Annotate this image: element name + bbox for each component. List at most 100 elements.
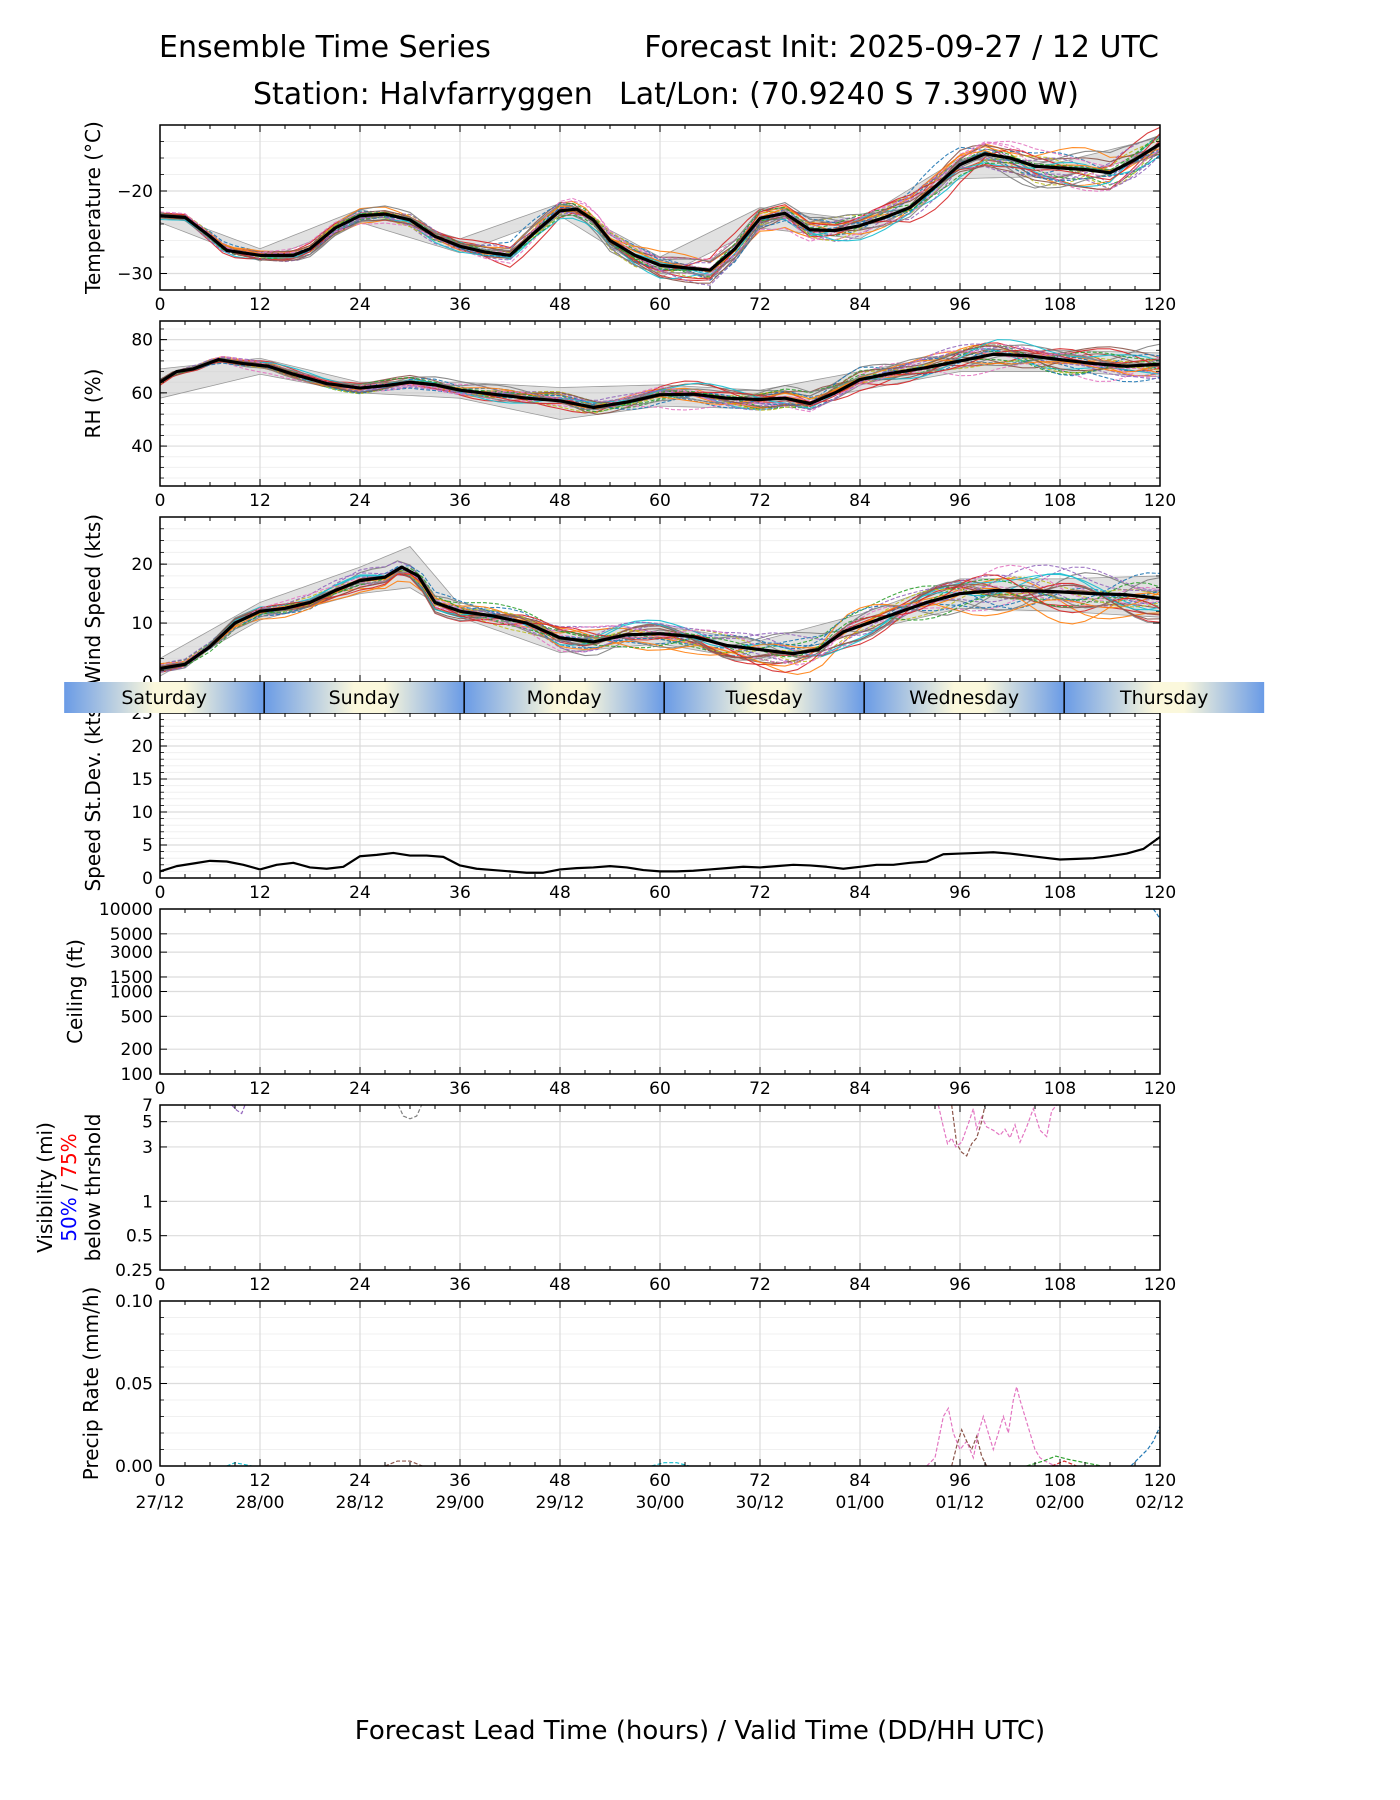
series-group [160, 339, 1160, 420]
member-line [160, 144, 1160, 284]
x-tick-label: 96 [949, 295, 971, 315]
y-axis-label: Wind Speed (kts) [81, 514, 105, 685]
series-group [1152, 909, 1160, 920]
day-cell [64, 682, 265, 713]
member-line [1051, 1460, 1077, 1466]
y-tick-label: 80 [131, 331, 153, 351]
y-tick-label: 10 [131, 614, 153, 634]
member-line [384, 1460, 423, 1466]
series-group [160, 126, 1160, 286]
x-tick-label: 48 [549, 883, 571, 903]
legend-item: / [57, 1178, 81, 1197]
x-tick-label: 60 [649, 1471, 671, 1491]
y-tick-label: 10000 [99, 900, 153, 920]
member-line [1026, 1455, 1102, 1466]
x-tick-label: 72 [749, 1471, 771, 1491]
day-cell [464, 682, 665, 713]
x-tick-label: 01/12 [936, 1493, 985, 1513]
x-tick-label: 12 [249, 1275, 271, 1295]
y-tick-label: 7 [142, 1096, 153, 1116]
y-axis-label: Temperature (°C) [81, 121, 105, 295]
y-tick-label: 500 [121, 1007, 153, 1027]
x-tick-label: 60 [649, 491, 671, 511]
x-tick-label: 29/12 [536, 1493, 585, 1513]
x-tick-label: 27/12 [136, 1493, 185, 1513]
member-line [160, 571, 1160, 672]
y-tick-label: 0.10 [115, 1292, 153, 1312]
day-cell [264, 682, 465, 713]
ensemble-spread [160, 349, 1160, 420]
x-tick-label: 96 [949, 491, 971, 511]
y-tick-label: 5 [142, 836, 153, 856]
member-line [1152, 909, 1160, 920]
x-tick-label: 30/00 [636, 1493, 685, 1513]
y-axis-label-extra: below thrshold [81, 1114, 105, 1262]
chart-title: Ensemble Time Series [159, 30, 491, 65]
member-line [160, 148, 1160, 286]
member-line [160, 140, 1160, 264]
member-line [160, 569, 1160, 665]
x-tick-label: 96 [949, 1471, 971, 1491]
member-line [160, 560, 1160, 673]
member-line [397, 1105, 423, 1120]
y-tick-label: 5000 [110, 925, 153, 945]
legend-item: 75% [57, 1133, 81, 1177]
x-tick-label: 01/00 [836, 1493, 885, 1513]
day-label: Saturday [121, 687, 207, 709]
x-tick-label: 120 [1144, 491, 1176, 511]
x-tick-label: 02/00 [1036, 1493, 1085, 1513]
x-tick-label: 72 [749, 295, 771, 315]
panel-wind: 20100Wind Speed (kts) [81, 514, 1161, 693]
x-tick-label: 0 [155, 1079, 166, 1099]
y-tick-label: −30 [117, 265, 153, 285]
x-tick-label: 84 [849, 295, 871, 315]
member-line [231, 1105, 246, 1115]
y-tick-label: 5 [142, 1113, 153, 1133]
member-line [160, 349, 1160, 410]
y-tick-label: −20 [117, 182, 153, 202]
member-line [160, 565, 1160, 666]
y-axis-label: Visibility (mi) [33, 1122, 57, 1253]
y-tick-label: 0 [142, 869, 153, 889]
x-tick-label: 108 [1044, 1471, 1076, 1491]
ensemble-mean-line [160, 352, 1160, 410]
x-tick-label: 60 [649, 883, 671, 903]
member-line [937, 1105, 1058, 1148]
x-tick-label: 96 [949, 1275, 971, 1295]
x-tick-label: 108 [1044, 295, 1076, 315]
forecast-init: Forecast Init: 2025-09-27 / 12 UTC [644, 30, 1159, 65]
member-line [951, 1427, 988, 1466]
y-tick-label: 1 [142, 1192, 153, 1212]
day-label: Thursday [1119, 687, 1208, 709]
x-tick-label: 36 [449, 1079, 471, 1099]
y-tick-label: 10 [131, 803, 153, 823]
member-line [160, 342, 1160, 409]
member-line [651, 1462, 690, 1466]
x-tick-label: 120 [1144, 295, 1176, 315]
member-line [160, 572, 1160, 667]
day-cell [1064, 682, 1265, 713]
y-tick-label: 0.05 [115, 1375, 153, 1395]
member-line [160, 564, 1160, 671]
x-tick-label: 24 [349, 883, 371, 903]
x-tick-label: 24 [349, 295, 371, 315]
x-tick-label: 60 [649, 295, 671, 315]
y-axis-label: RH (%) [81, 369, 105, 439]
day-label: Monday [527, 687, 602, 709]
x-axis-label: Forecast Lead Time (hours) / Valid Time … [354, 1716, 1046, 1746]
y-axis-label: Precip Rate (mm/h) [79, 1287, 103, 1481]
x-tick-label: 84 [849, 883, 871, 903]
x-tick-label: 36 [449, 295, 471, 315]
x-tick-label: 120 [1144, 1275, 1176, 1295]
x-tick-label: 24 [349, 491, 371, 511]
y-tick-label: 200 [121, 1040, 153, 1060]
x-tick-label: 48 [549, 491, 571, 511]
x-tick-label: 120 [1144, 1471, 1176, 1491]
x-tick-label: 48 [549, 1471, 571, 1491]
day-cell [664, 682, 865, 713]
member-line [951, 1105, 986, 1157]
x-tick-label: 28/00 [236, 1493, 285, 1513]
y-axis-label: Ceiling (ft) [63, 939, 87, 1044]
